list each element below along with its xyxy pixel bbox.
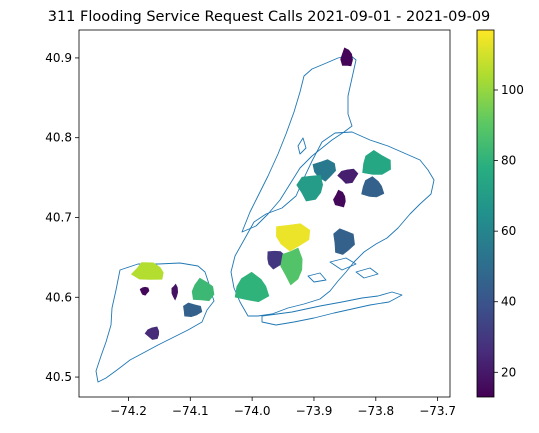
- bay-island-outline: [307, 272, 327, 283]
- x-tick-label: −73.7: [419, 404, 456, 418]
- nyc-boundary-map: [95, 54, 435, 383]
- flood-region: [340, 47, 353, 67]
- colorbar-ticks: 20 40 60 80 100: [494, 83, 524, 379]
- rockaway-outline: [261, 291, 403, 326]
- brooklyn-queens-outline: [230, 131, 435, 317]
- staten-island-outline: [95, 262, 215, 383]
- flood-region: [333, 189, 346, 208]
- manhattan-bronx-outline: [241, 54, 357, 233]
- bay-island-outline: [329, 257, 357, 271]
- colorbar-tick-label: 20: [501, 365, 516, 379]
- flood-region: [191, 277, 215, 302]
- flood-region: [183, 302, 203, 318]
- y-tick-label: 40.7: [45, 210, 72, 224]
- y-tick-label: 40.5: [45, 370, 72, 384]
- colorbar-tick-label: 100: [501, 83, 524, 97]
- x-tick-label: −73.9: [296, 404, 333, 418]
- flood-region: [296, 174, 324, 202]
- bay-island-outline: [355, 267, 379, 279]
- chart-title: 311 Flooding Service Request Calls 2021-…: [48, 9, 491, 25]
- flood-region: [234, 271, 270, 303]
- flood-region: [276, 223, 311, 252]
- flooding-regions: [130, 47, 391, 340]
- flood-region: [171, 283, 179, 301]
- colorbar-gradient: [476, 29, 495, 398]
- colorbar-tick-label: 80: [501, 154, 516, 168]
- x-tick-label: −73.8: [357, 404, 394, 418]
- x-tick-label: −74.0: [234, 404, 271, 418]
- colorbar: 20 40 60 80 100: [476, 29, 524, 398]
- x-axis-ticks: −74.2 −74.1 −74.0 −73.9 −73.8 −73.7: [110, 397, 456, 418]
- y-tick-label: 40.8: [45, 131, 72, 145]
- flood-region: [337, 168, 359, 184]
- flood-region: [361, 176, 385, 198]
- flood-region: [267, 250, 286, 270]
- colorbar-tick-label: 40: [501, 295, 516, 309]
- flood-region: [144, 326, 160, 340]
- map-axes: −74.2 −74.1 −74.0 −73.9 −73.8 −73.7 40.540.64…: [45, 29, 456, 418]
- plot-frame: [78, 29, 451, 398]
- flood-region: [280, 247, 303, 286]
- y-tick-label: 40.9: [45, 51, 72, 65]
- flood-region: [362, 150, 391, 175]
- flood-region: [333, 228, 355, 255]
- river-island-outline: [297, 137, 307, 155]
- x-tick-label: −74.2: [110, 404, 147, 418]
- flood-region: [139, 286, 150, 296]
- y-tick-label: 40.6: [45, 290, 72, 304]
- y-axis-ticks: 40.5 40.6 40.7 40.8 40.9: [45, 51, 79, 384]
- x-tick-label: −74.1: [172, 404, 209, 418]
- colorbar-tick-label: 60: [501, 224, 516, 238]
- flood-region: [130, 262, 164, 280]
